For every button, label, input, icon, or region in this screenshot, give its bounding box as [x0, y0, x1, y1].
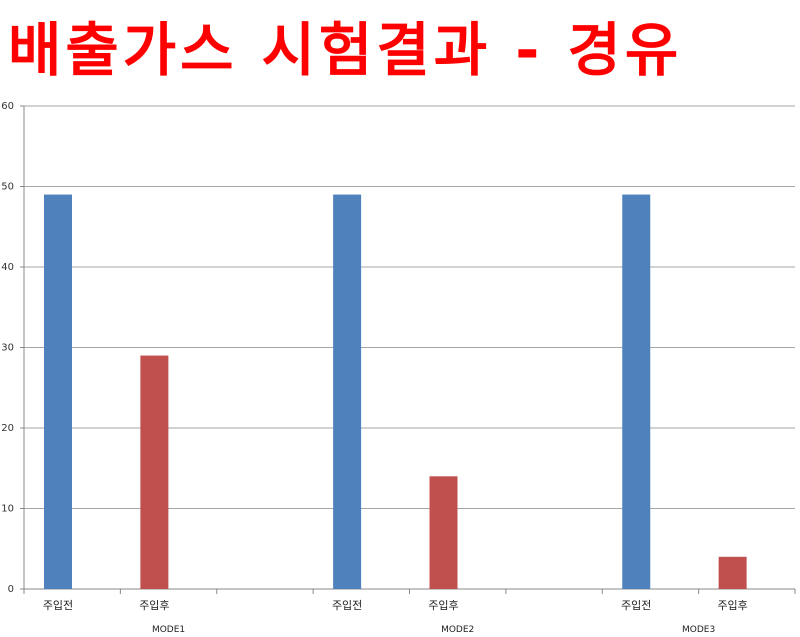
category-label: 주입후	[717, 599, 747, 612]
category-label: 주입전	[332, 599, 362, 612]
bar-0	[44, 194, 72, 590]
y-tick-label: 40	[1, 262, 14, 273]
y-tick-label: 30	[1, 343, 14, 354]
bar-6	[622, 194, 651, 590]
bar-3	[333, 194, 362, 590]
category-label: 주입후	[139, 599, 169, 612]
group-label: MODE2	[441, 625, 474, 635]
y-tick-label: 50	[1, 182, 14, 193]
y-tick-label: 60	[1, 101, 14, 112]
y-tick-label: 10	[1, 504, 14, 515]
y-tick-label: 20	[1, 423, 14, 434]
category-label: 주입전	[621, 599, 651, 612]
group-label: MODE3	[682, 625, 715, 635]
category-label: 주입전	[43, 599, 73, 612]
chart-title: 배출가스 시험결과 - 경유	[8, 16, 683, 84]
category-label: 주입후	[428, 599, 458, 612]
y-tick-label: 0	[8, 584, 14, 595]
bar-7	[718, 556, 747, 589]
group-label: MODE1	[152, 625, 185, 635]
bar-4	[429, 476, 458, 589]
bar-1	[140, 355, 169, 589]
